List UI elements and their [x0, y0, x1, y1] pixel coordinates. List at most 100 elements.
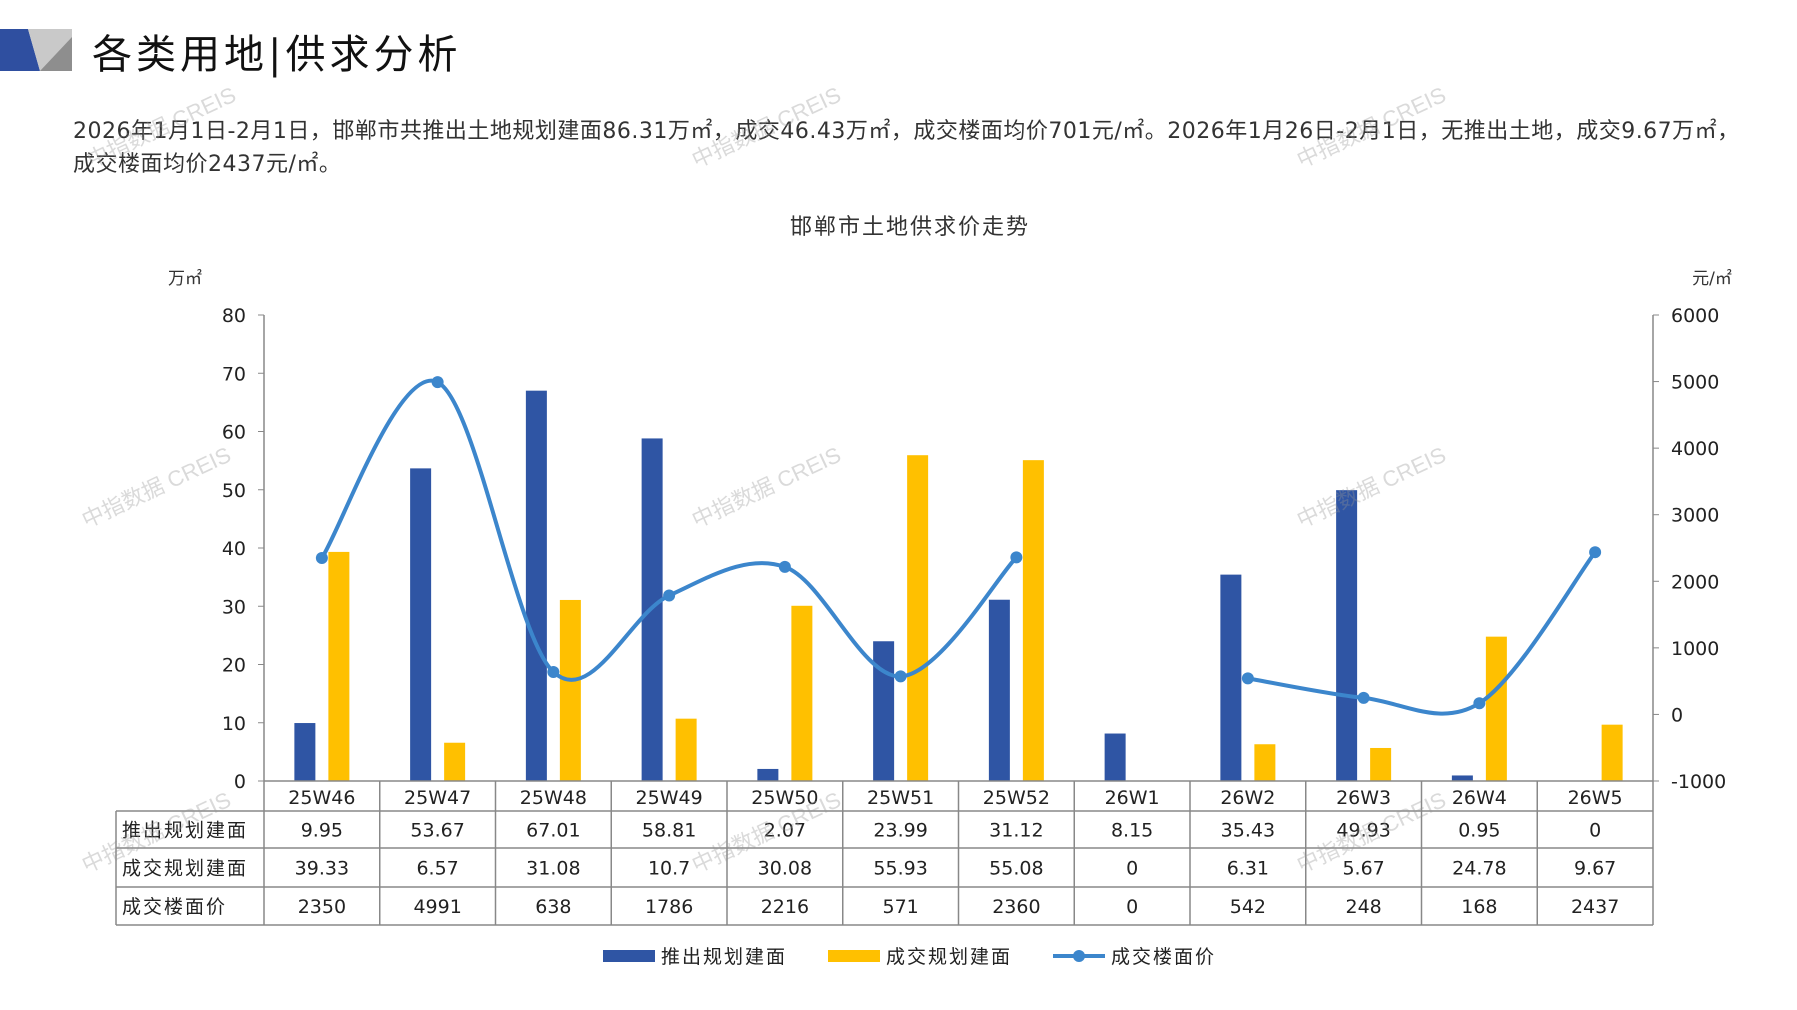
table-cell: 39.33 — [295, 858, 349, 880]
bar-deal-26W5 — [1601, 724, 1623, 781]
table-cell: 6.57 — [416, 858, 458, 880]
price-point — [1589, 546, 1602, 559]
table-cell: 2360 — [992, 896, 1040, 918]
table-cell: 542 — [1230, 896, 1266, 918]
right-axis-unit: 元/㎡ — [1692, 269, 1732, 289]
table-cell: 35.43 — [1221, 820, 1275, 842]
price-point — [1241, 672, 1254, 685]
table-cell: 31.08 — [526, 858, 580, 880]
table-cell: 0 — [1589, 820, 1601, 842]
category-label: 26W1 — [1105, 787, 1160, 809]
category-label: 26W4 — [1452, 787, 1507, 809]
table-cell: 31.12 — [989, 820, 1043, 842]
table-cell: 58.81 — [642, 820, 696, 842]
category-label: 25W51 — [867, 787, 934, 809]
price-point — [1357, 691, 1370, 704]
table-cell: 248 — [1345, 896, 1381, 918]
bar-supply-25W46 — [294, 723, 316, 781]
bar-deal-25W49 — [675, 718, 697, 781]
left-tick-label: 70 — [222, 363, 246, 385]
chart-title: 邯郸市土地供求价走势 — [790, 215, 1030, 240]
bar-supply-26W4 — [1451, 775, 1473, 781]
right-tick-label: 6000 — [1671, 305, 1719, 327]
right-tick-label: -1000 — [1671, 771, 1726, 793]
left-tick-label: 60 — [222, 422, 246, 444]
category-label: 25W48 — [520, 787, 587, 809]
table-cell: 2.07 — [764, 820, 806, 842]
price-point — [431, 376, 444, 389]
category-label: 25W49 — [636, 787, 703, 809]
left-tick-label: 0 — [234, 771, 246, 793]
category-label: 25W46 — [288, 787, 355, 809]
table-row-header: 成交楼面价 — [122, 896, 227, 918]
summary-text: 2026年1月1日-2月1日，邯郸市共推出土地规划建面86.31万㎡，成交46.… — [73, 119, 1740, 177]
table-cell: 53.67 — [410, 820, 464, 842]
left-tick-label: 40 — [222, 538, 246, 560]
price-point — [1010, 551, 1023, 564]
table-cell: 23.99 — [873, 820, 927, 842]
category-label: 26W3 — [1336, 787, 1391, 809]
price-point — [894, 670, 907, 683]
table-cell: 55.08 — [989, 858, 1043, 880]
table-row-header: 推出规划建面 — [122, 820, 248, 842]
table-cell: 571 — [882, 896, 918, 918]
left-tick-label: 50 — [222, 480, 246, 502]
table-cell: 9.67 — [1574, 858, 1616, 880]
header-logo — [0, 29, 72, 71]
category-label: 25W52 — [983, 787, 1050, 809]
bar-supply-26W2 — [1220, 574, 1242, 781]
bar-supply-25W48 — [525, 390, 547, 781]
price-point — [1473, 697, 1486, 710]
table-cell: 8.15 — [1111, 820, 1153, 842]
bar-supply-25W52 — [988, 599, 1010, 781]
legend-swatch-1 — [828, 950, 880, 962]
price-point — [778, 560, 791, 573]
legend-label: 成交规划建面 — [886, 946, 1012, 968]
table-cell: 168 — [1461, 896, 1497, 918]
bar-deal-26W2 — [1254, 744, 1276, 781]
left-tick-label: 10 — [222, 713, 246, 735]
table-cell: 30.08 — [758, 858, 812, 880]
bar-supply-25W50 — [757, 768, 779, 781]
table-cell: 10.7 — [648, 858, 690, 880]
table-cell: 49.93 — [1336, 820, 1390, 842]
right-tick-label: 2000 — [1671, 571, 1719, 593]
table-cell: 6.31 — [1227, 858, 1269, 880]
bar-deal-26W4 — [1485, 636, 1507, 781]
price-point — [315, 551, 328, 564]
table-cell: 0.95 — [1458, 820, 1500, 842]
bar-deal-25W47 — [444, 742, 466, 781]
table-cell: 2350 — [298, 896, 346, 918]
table-cell: 24.78 — [1452, 858, 1506, 880]
bar-deal-25W46 — [328, 551, 350, 781]
category-label: 26W2 — [1220, 787, 1275, 809]
table-cell: 55.93 — [873, 858, 927, 880]
bar-supply-26W3 — [1336, 490, 1358, 781]
table-cell: 0 — [1126, 896, 1138, 918]
right-tick-label: 5000 — [1671, 372, 1719, 394]
table-row-header: 成交规划建面 — [122, 858, 248, 880]
table-cell: 1786 — [645, 896, 693, 918]
right-tick-label: 0 — [1671, 704, 1683, 726]
legend-label: 推出规划建面 — [661, 946, 787, 968]
page-title: 各类用地|供求分析 — [92, 32, 462, 78]
bar-deal-25W50 — [791, 605, 813, 781]
bar-deal-25W51 — [907, 455, 929, 781]
left-tick-label: 30 — [222, 596, 246, 618]
category-label: 25W47 — [404, 787, 471, 809]
table-cell: 4991 — [413, 896, 461, 918]
bar-deal-25W48 — [559, 599, 581, 781]
bar-supply-25W51 — [873, 641, 895, 781]
price-point — [547, 665, 560, 678]
right-tick-label: 4000 — [1671, 438, 1719, 460]
table-cell: 5.67 — [1342, 858, 1384, 880]
left-tick-label: 80 — [222, 305, 246, 327]
table-cell: 638 — [535, 896, 571, 918]
bar-supply-26W1 — [1104, 733, 1126, 781]
left-tick-label: 20 — [222, 655, 246, 677]
bar-deal-26W3 — [1370, 747, 1392, 781]
right-tick-label: 1000 — [1671, 638, 1719, 660]
table-cell: 9.95 — [301, 820, 343, 842]
table-cell: 2437 — [1571, 896, 1619, 918]
